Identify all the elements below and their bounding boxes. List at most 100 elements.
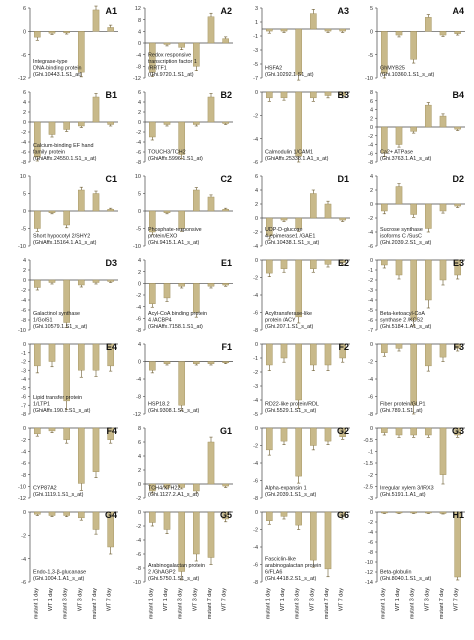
y-tick-label: -4: [368, 230, 373, 236]
panel-label: A2: [220, 6, 232, 16]
bar: [395, 126, 403, 145]
panel-D1: 6 4 2 0 -2 -4 D1 UDP-D-glucose 4-epimerase1 /GAE…: [253, 174, 350, 250]
bar: [395, 343, 403, 349]
bar: [339, 28, 346, 32]
panel-F4: 0 -2 -4 -6 -8 -10 -12 F4 CYP87A2 (Ghi.1119.1.S1_s…: [18, 426, 118, 502]
gene-title-line: Beta-ketoacyl-CoA: [380, 311, 425, 317]
x-tick-label: mutant 7 day: [439, 588, 445, 619]
bar: [324, 259, 332, 265]
gene-title: HSFA2 (Ghi.10292.1.S1_at): [265, 66, 314, 79]
gene-title-line: (Ghi.9415.1.A1_s_at): [148, 240, 199, 246]
gene-title-line: (Ghi.789.1.S1_at): [380, 408, 423, 414]
y-tick-label: 10: [20, 174, 26, 180]
gene-title: Acyltransferase-like protein /ACY (Ghi.207…: [265, 311, 313, 330]
gene-title: Acyl-CoA binding protein 4 /ACBP4 (GhiAffx…: [148, 311, 207, 330]
y-tick-label: 0: [23, 120, 26, 126]
gene-title-line: Calcium-binding EF hand: [33, 143, 94, 149]
y-tick-label: -12: [18, 496, 26, 502]
y-tick-label: 0: [370, 258, 373, 264]
panel-label: A4: [452, 6, 464, 16]
bar: [439, 427, 447, 475]
bar: [178, 361, 185, 406]
gene-title-line: (Ghi.10438.1.S1_s_at): [265, 240, 319, 246]
bar: [439, 31, 447, 36]
panel-A3: 3 1 -1 -3 -5 -7 A3 HSFA2 (Ghi.10292.1.S1_at): [253, 6, 350, 82]
bar: [92, 343, 100, 371]
y-tick-label: -12: [365, 570, 373, 576]
bar: [149, 283, 156, 304]
gene-title-line: Short hypocotyl 2/SHY2: [33, 234, 90, 240]
y-tick-label: 4: [23, 258, 26, 264]
panel-D2: 4 2 0 -2 -4 -6 D2 Sucrose synthase isoforms C /S…: [368, 174, 465, 250]
bar: [324, 427, 332, 442]
panel-H1: 0 -2 -4 -6 -8 -10 -12 -14 H1 Beta-globulin (Ghi.80…: [365, 510, 465, 586]
y-tick-label: 2: [138, 468, 141, 474]
y-tick-label: -3: [253, 384, 258, 390]
bar: [193, 483, 200, 492]
y-tick-label: -3: [368, 496, 373, 502]
panel-G4: 0 -2 -4 -6 G4 Endo-1,3-β-glucanase (Ghi.1004.1…: [21, 510, 118, 586]
y-tick-label: -2: [253, 370, 258, 376]
panel-label: E2: [338, 258, 349, 268]
bar: [266, 343, 273, 366]
y-tick-label: -8: [368, 550, 373, 556]
gene-title-line: (Ghi.10443.1.S1_at): [33, 72, 82, 78]
gene-title-line: (Ghi.5529.1.S1_s_at): [265, 408, 316, 414]
gene-title-line: (Ghi.2039.2.S1_s_at): [380, 240, 431, 246]
bar: [310, 91, 317, 99]
x-labels-col-2: mutant 1 day WT 1 day mutant 3 day WT 3 day…: [265, 588, 344, 619]
panel-A2: 12 8 4 0 -4 -8 -12 A2 Redox responsive transcript…: [133, 6, 233, 82]
bar: [48, 210, 56, 213]
bar: [178, 210, 185, 229]
panel-B4: 8 6 4 2 0 -2 -4 -6 -8 B4 Ca2+ ATPase (Ghi.3763.1.A1…: [368, 90, 465, 166]
gene-title-line: 1/GolS1: [33, 318, 52, 324]
y-tick-label: -8: [136, 65, 141, 71]
bar: [310, 193, 317, 219]
y-tick-label: -5: [253, 412, 258, 418]
bar: [324, 343, 332, 366]
bar: [63, 343, 70, 402]
y-tick-label: -1: [21, 351, 26, 357]
y-tick-label: -2: [136, 130, 141, 136]
bar: [92, 279, 100, 283]
bar: [193, 283, 200, 313]
gene-title: GhMYB25 (Ghi.10360.1.S1_s_at): [380, 66, 434, 79]
gene-title-line: HSFA2: [265, 66, 282, 72]
y-tick-label: 6: [255, 174, 258, 180]
y-tick-label: -4: [21, 450, 26, 456]
y-tick-label: -12: [133, 76, 141, 82]
y-tick-label: 5: [138, 192, 141, 198]
bar: [395, 31, 403, 36]
bar: [149, 121, 156, 138]
gene-title-line: (Ghi.3763.1.A1_s_at): [380, 156, 431, 162]
y-tick-label: -1: [253, 34, 258, 40]
y-tick-label: -4: [253, 545, 258, 551]
gene-title-line: (Ghi.5184.1.A1_s_at): [380, 324, 431, 330]
gene-title: Phosphate-responsive protein/EXO (Ghi.9415…: [148, 227, 202, 246]
bar: [425, 104, 432, 128]
y-tick-label: 2: [255, 202, 258, 208]
y-tick-label: 0: [255, 426, 258, 432]
y-tick-label: 0: [138, 510, 141, 516]
gene-title-line: Redox responsive: [148, 53, 191, 59]
gene-title-line: family protein: [33, 150, 65, 156]
y-tick-label: -2: [368, 360, 373, 366]
y-tick-label: 8: [138, 18, 141, 24]
panel-label: A1: [105, 6, 117, 16]
panel-label: B1: [105, 90, 117, 100]
bar: [310, 427, 317, 446]
y-tick-label: -4: [136, 53, 141, 59]
y-tick-label: 2: [23, 268, 26, 274]
bar: [63, 210, 70, 226]
y-tick-label: -2: [368, 216, 373, 222]
panel-F2: 0 -1 -2 -3 -4 -5 F2 RD22-like protein/RDL (Ghi.5…: [253, 342, 350, 418]
y-tick-label: 6: [138, 440, 141, 446]
gene-title-line: (Ghi.5750.1.S1_s_at): [148, 576, 199, 582]
bar: [163, 210, 171, 213]
panel-label: H1: [452, 510, 464, 520]
gene-title-line: transcription factor 1: [148, 59, 197, 65]
panel-label: G6: [337, 510, 349, 520]
gene-title: Galactinol synthase 1/GolS1 (Ghi.10579.1.S…: [33, 311, 87, 330]
y-tick-label: 8: [370, 90, 373, 96]
bar: [395, 186, 403, 205]
